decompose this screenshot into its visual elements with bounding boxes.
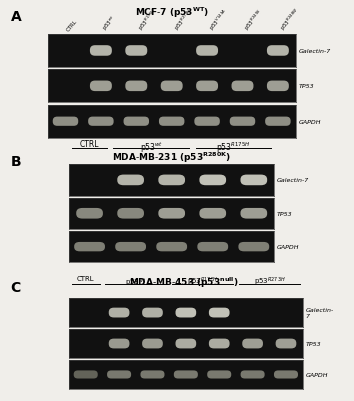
FancyBboxPatch shape	[267, 46, 289, 57]
FancyBboxPatch shape	[156, 242, 187, 252]
FancyBboxPatch shape	[74, 242, 105, 252]
FancyBboxPatch shape	[207, 371, 231, 379]
FancyBboxPatch shape	[240, 209, 267, 219]
Text: p53$^{R273H}$: p53$^{R273H}$	[172, 7, 196, 32]
FancyBboxPatch shape	[232, 81, 253, 92]
FancyBboxPatch shape	[125, 81, 147, 92]
Text: $\bf{MCF\text{-}7}$ $\bf{(p53}$$^{\bf{WT}}$$\bf{)}$: $\bf{MCF\text{-}7}$ $\bf{(p53}$$^{\bf{WT…	[135, 6, 209, 20]
Text: CTRL: CTRL	[80, 140, 99, 149]
Text: Galectin-7: Galectin-7	[277, 178, 309, 183]
Text: p53$^{R175H}$: p53$^{R175H}$	[136, 7, 160, 32]
Text: p53$^{R175H}$: p53$^{R175H}$	[216, 140, 250, 154]
Text: p53$^{R273H}$: p53$^{R273H}$	[253, 275, 285, 288]
Text: CTRL: CTRL	[77, 275, 95, 281]
FancyBboxPatch shape	[199, 175, 226, 186]
FancyBboxPatch shape	[159, 117, 184, 126]
Text: Galectin-7: Galectin-7	[298, 49, 331, 54]
FancyBboxPatch shape	[230, 117, 255, 126]
FancyBboxPatch shape	[117, 209, 144, 219]
Text: p53$^{V143A}$: p53$^{V143A}$	[207, 7, 231, 32]
FancyBboxPatch shape	[209, 308, 230, 318]
Text: p53$^{wt}$: p53$^{wt}$	[125, 275, 147, 287]
Text: A: A	[11, 10, 21, 24]
FancyBboxPatch shape	[142, 339, 163, 348]
Text: TP53: TP53	[298, 84, 314, 89]
FancyBboxPatch shape	[115, 242, 146, 252]
Text: p53$^{wt}$: p53$^{wt}$	[101, 13, 120, 32]
Text: B: B	[11, 154, 21, 168]
FancyBboxPatch shape	[194, 117, 220, 126]
FancyBboxPatch shape	[158, 175, 185, 186]
FancyBboxPatch shape	[239, 242, 269, 252]
FancyBboxPatch shape	[53, 117, 78, 126]
Text: TP53: TP53	[306, 341, 321, 346]
FancyBboxPatch shape	[240, 175, 267, 186]
FancyBboxPatch shape	[74, 371, 98, 379]
FancyBboxPatch shape	[88, 117, 114, 126]
FancyBboxPatch shape	[242, 339, 263, 348]
FancyBboxPatch shape	[117, 175, 144, 186]
FancyBboxPatch shape	[161, 81, 183, 92]
FancyBboxPatch shape	[125, 46, 147, 57]
FancyBboxPatch shape	[274, 371, 298, 379]
FancyBboxPatch shape	[174, 371, 198, 379]
FancyBboxPatch shape	[107, 371, 131, 379]
FancyBboxPatch shape	[176, 308, 196, 318]
Text: CTRL: CTRL	[65, 19, 78, 32]
FancyBboxPatch shape	[196, 46, 218, 57]
FancyBboxPatch shape	[142, 308, 163, 318]
FancyBboxPatch shape	[199, 209, 226, 219]
FancyBboxPatch shape	[90, 81, 112, 92]
FancyBboxPatch shape	[198, 242, 228, 252]
Text: p53$^{R249S}$: p53$^{R249S}$	[242, 7, 267, 32]
FancyBboxPatch shape	[124, 117, 149, 126]
Text: p53$^{wt}$: p53$^{wt}$	[139, 140, 163, 154]
Text: $\bf{MDA\text{-}MB\text{-}453}$ $\bf{(p53}$$^{\bf{null}}$$\bf{)}$: $\bf{MDA\text{-}MB\text{-}453}$ $\bf{(p5…	[129, 275, 239, 289]
Text: p53$^{R248W}$: p53$^{R248W}$	[278, 6, 303, 32]
FancyBboxPatch shape	[109, 308, 130, 318]
FancyBboxPatch shape	[267, 81, 289, 92]
FancyBboxPatch shape	[90, 46, 112, 57]
FancyBboxPatch shape	[265, 117, 291, 126]
FancyBboxPatch shape	[109, 339, 130, 348]
Text: p53$^{R175H}$: p53$^{R175H}$	[187, 275, 218, 288]
Text: TP53: TP53	[277, 211, 293, 216]
Text: GAPDH: GAPDH	[298, 119, 321, 124]
Text: GAPDH: GAPDH	[306, 372, 328, 377]
FancyBboxPatch shape	[176, 339, 196, 348]
FancyBboxPatch shape	[241, 371, 265, 379]
FancyBboxPatch shape	[158, 209, 185, 219]
Text: $\bf{MDA\text{-}MB\text{-}231}$ $\bf{(p53}$$^{\bf{R280K}}$$\bf{)}$: $\bf{MDA\text{-}MB\text{-}231}$ $\bf{(p5…	[112, 150, 231, 165]
FancyBboxPatch shape	[276, 339, 296, 348]
FancyBboxPatch shape	[196, 81, 218, 92]
Text: Galectin-
7: Galectin- 7	[306, 308, 334, 318]
FancyBboxPatch shape	[209, 339, 230, 348]
Text: C: C	[11, 281, 21, 295]
FancyBboxPatch shape	[141, 371, 165, 379]
FancyBboxPatch shape	[76, 209, 103, 219]
Text: GAPDH: GAPDH	[277, 245, 300, 249]
